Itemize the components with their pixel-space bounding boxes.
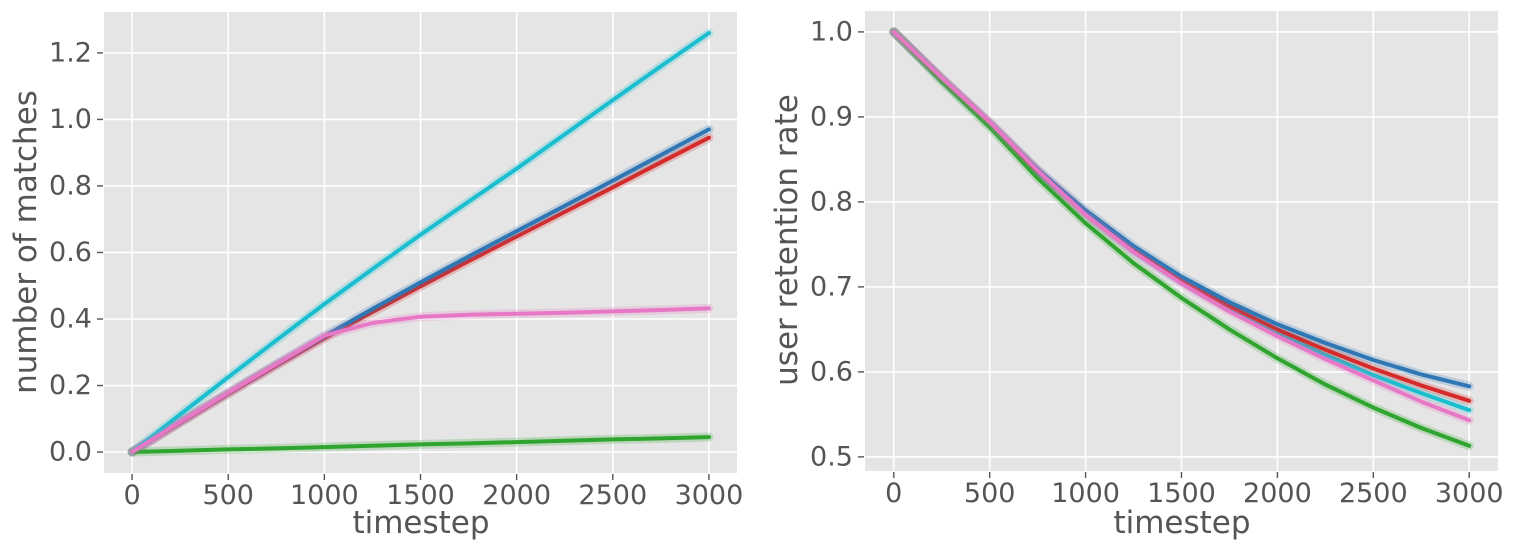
tick-labels: 0 500 1000 1500 2000 2500 3000 0.0 0.2 0.4 0.6 0.8 1… [49,37,743,511]
right-chart-y-axis-label: user retention rate [769,94,805,386]
y-tick-label: 1.0 [810,16,853,47]
series-pink-line-path [891,29,1472,423]
grid [865,11,1498,471]
y-tick-label: 1.2 [49,37,92,68]
y-tick-label: 0.6 [49,237,92,268]
series-pink-line-path [130,306,711,454]
x-tick-label: 2500 [578,480,647,511]
tick-marks [97,52,710,480]
x-tick-label: 1000 [1051,478,1120,509]
x-tick-label: 1000 [290,480,359,511]
y-tick-label: 0.2 [49,370,92,401]
x-tick-label: 1500 [386,480,455,511]
y-tick-label: 0.4 [49,304,92,335]
series-green-line [889,27,1474,451]
series-green-line [127,432,714,457]
grid [104,12,737,473]
series-green-line-path [891,29,1472,448]
series-pink-line [889,27,1474,425]
right-chart: 0 500 1000 1500 2000 2500 3000 0.5 0.6 0.7 0.8 0.9 1… [810,11,1504,509]
x-tick-label: 1500 [1147,478,1216,509]
x-tick-label: 3000 [1435,478,1504,509]
series-green-line-path [130,435,711,454]
x-tick-label: 500 [964,478,1016,509]
y-tick-label: 0.8 [49,170,92,201]
y-tick-label: 0.6 [810,356,853,387]
tick-marks [858,31,1470,478]
left-chart-y-axis-label: number of matches [8,90,44,394]
x-tick-label: 2500 [1339,478,1408,509]
series-pink-line [127,303,714,457]
left-chart: 0 500 1000 1500 2000 2500 3000 0.0 0.2 0.4 0.6 0.8 1… [49,12,743,511]
x-tick-label: 3000 [675,480,744,511]
y-tick-label: 0.7 [810,271,853,302]
x-tick-label: 500 [202,480,254,511]
series-cyan-line-path [130,31,711,454]
y-tick-label: 0.8 [810,186,853,217]
x-tick-label: 2000 [1243,478,1312,509]
x-tick-label: 0 [123,480,140,511]
y-tick-label: 0.0 [49,437,92,468]
x-tick-label: 2000 [482,480,551,511]
y-tick-label: 1.0 [49,104,92,135]
left-chart-x-axis-label: timestep [352,505,490,541]
right-chart-x-axis-label: timestep [1113,505,1251,541]
x-tick-label: 0 [885,478,902,509]
tick-labels: 0 500 1000 1500 2000 2500 3000 0.5 0.6 0.7 0.8 0.9 1… [810,16,1504,509]
y-tick-label: 0.5 [810,441,853,472]
y-tick-label: 0.9 [810,101,853,132]
series-cyan-line [127,28,714,457]
